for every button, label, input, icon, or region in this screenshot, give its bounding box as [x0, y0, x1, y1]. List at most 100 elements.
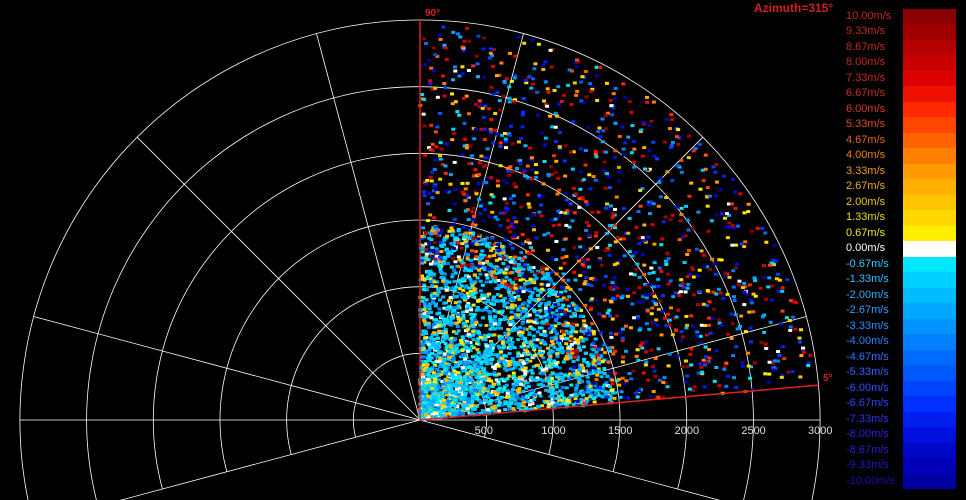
data-point	[613, 149, 618, 153]
colorbar-label: -0.67m/s	[846, 257, 889, 270]
data-point	[579, 80, 584, 84]
data-point	[516, 257, 521, 261]
data-point	[623, 349, 628, 353]
data-point	[527, 331, 532, 335]
data-point	[590, 355, 595, 359]
data-point	[428, 269, 433, 273]
data-point	[597, 135, 602, 139]
data-point	[530, 402, 535, 406]
data-point	[522, 336, 527, 340]
data-point	[685, 323, 690, 327]
data-point	[451, 223, 456, 227]
data-point	[428, 409, 433, 413]
data-point	[449, 413, 454, 417]
data-point	[450, 229, 455, 233]
data-point	[452, 279, 457, 283]
data-point	[534, 318, 539, 322]
data-point	[590, 369, 595, 373]
data-point	[422, 355, 427, 359]
data-point	[572, 270, 577, 274]
data-point	[516, 266, 521, 270]
data-point	[612, 155, 617, 159]
data-point	[422, 283, 427, 287]
data-point	[623, 382, 628, 386]
data-point	[712, 379, 717, 383]
data-point	[490, 406, 495, 410]
data-point	[447, 350, 452, 354]
data-point	[781, 345, 786, 349]
data-point	[459, 279, 464, 283]
data-point	[621, 237, 626, 241]
data-point	[667, 352, 672, 356]
colorbar-label: 3.33m/s	[846, 164, 886, 177]
data-point	[481, 337, 486, 341]
data-point	[707, 268, 712, 272]
data-point	[492, 373, 497, 377]
data-point	[680, 365, 685, 369]
data-point	[545, 104, 550, 108]
data-point	[432, 231, 437, 235]
data-point	[503, 238, 508, 242]
data-point	[464, 263, 469, 267]
data-point	[432, 407, 437, 411]
data-point	[640, 341, 645, 345]
data-point	[620, 376, 625, 380]
data-point	[742, 303, 747, 307]
data-point	[612, 283, 617, 287]
data-point	[561, 248, 566, 252]
data-point	[554, 364, 559, 368]
range-ring	[19, 19, 821, 500]
data-point	[469, 391, 474, 395]
data-point	[718, 291, 723, 295]
data-point	[464, 355, 469, 359]
data-point	[474, 384, 479, 388]
data-point	[742, 290, 747, 294]
data-point	[458, 384, 463, 388]
data-point	[456, 377, 461, 381]
data-point	[435, 95, 440, 99]
data-point	[447, 208, 452, 212]
data-point	[457, 258, 462, 262]
data-point	[546, 276, 551, 280]
data-point	[490, 275, 495, 279]
data-point	[509, 260, 514, 264]
data-point	[620, 125, 625, 129]
data-point	[460, 310, 465, 314]
colorbar-swatch	[903, 179, 956, 196]
data-point	[632, 147, 637, 151]
data-point	[500, 133, 505, 137]
data-point	[521, 383, 526, 387]
data-point	[502, 304, 507, 308]
data-point	[433, 363, 438, 367]
data-point	[473, 168, 478, 172]
data-point	[529, 304, 534, 308]
data-point	[460, 260, 465, 264]
colorbar-swatch	[903, 411, 956, 428]
data-point	[423, 349, 428, 353]
data-point	[651, 285, 656, 289]
colorbar-label: -6.00m/s	[846, 381, 889, 394]
data-point	[580, 75, 585, 79]
data-point	[467, 235, 472, 239]
data-point	[524, 361, 529, 365]
data-point	[516, 351, 521, 355]
data-point	[434, 188, 439, 192]
data-point	[560, 256, 565, 260]
data-point	[440, 363, 445, 367]
data-point	[561, 396, 566, 400]
data-point	[503, 402, 508, 406]
data-point	[555, 341, 560, 345]
data-point	[461, 387, 466, 391]
data-point	[426, 394, 431, 398]
data-point	[488, 317, 493, 321]
data-point	[743, 330, 748, 334]
data-point	[524, 386, 529, 390]
colorbar-swatch	[903, 442, 956, 459]
data-point	[489, 130, 494, 134]
data-point	[617, 383, 622, 387]
data-point	[669, 144, 674, 148]
data-point	[548, 114, 553, 118]
data-point	[606, 207, 611, 211]
data-point	[567, 295, 572, 299]
data-point	[532, 348, 537, 352]
